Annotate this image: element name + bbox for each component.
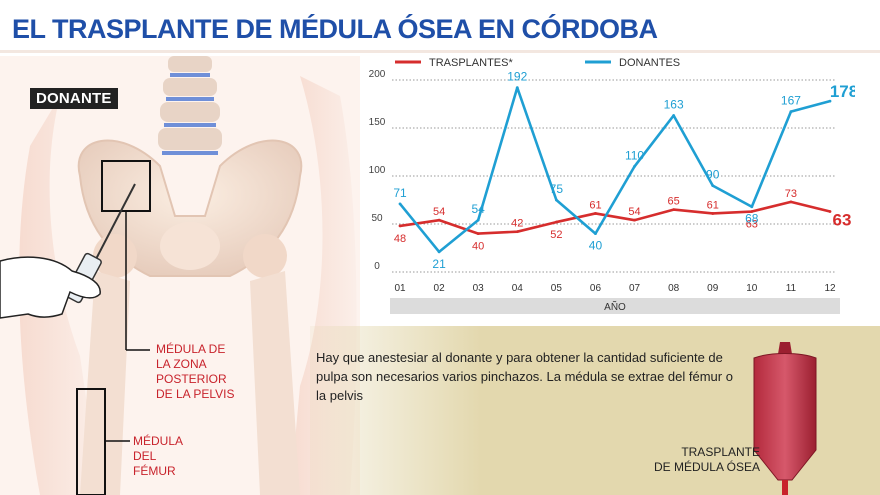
data-point bbox=[437, 250, 441, 254]
blood-bag-icon bbox=[753, 342, 817, 495]
x-tick-label: 06 bbox=[590, 283, 602, 294]
trasplantes-data-label: 52 bbox=[550, 229, 562, 241]
data-point bbox=[594, 212, 597, 215]
x-axis-title-band bbox=[390, 298, 840, 314]
trasplantes-data-label: 48 bbox=[394, 233, 406, 245]
page-title: EL TRASPLANTE DE MÉDULA ÓSEA EN CÓRDOBA bbox=[12, 14, 658, 44]
x-axis: 01 02 03 04 05 06 07 08 09 10 11 12 AÑO bbox=[390, 280, 840, 314]
femur-marrow-label: MÉDULA DEL FÉMUR bbox=[133, 434, 184, 478]
x-tick-label: 07 bbox=[629, 283, 641, 294]
data-point bbox=[828, 210, 832, 213]
data-point bbox=[633, 165, 636, 168]
data-point bbox=[515, 86, 519, 90]
trasplantes-data-label: 54 bbox=[433, 206, 445, 218]
data-labels: 48 54 40 42 52 61 54 65 61 63 73 63 71 21 54 192 75 40 110… bbox=[393, 70, 855, 271]
data-point bbox=[437, 218, 441, 222]
donantes-data-label: 90 bbox=[706, 168, 720, 182]
donantes-data-label: 71 bbox=[393, 186, 407, 200]
x-tick-label: 05 bbox=[551, 283, 563, 294]
x-tick-label: 10 bbox=[746, 283, 758, 294]
trasplantes-data-label: 54 bbox=[628, 206, 640, 218]
x-axis-title: AÑO bbox=[604, 300, 626, 313]
chart-legend: TRASPLANTES* DONANTES bbox=[395, 57, 680, 69]
trasplantes-data-label: 63 bbox=[833, 211, 852, 230]
y-tick-label: 0 bbox=[374, 261, 380, 272]
donantes-data-label: 68 bbox=[745, 212, 759, 226]
donantes-data-label: 110 bbox=[625, 148, 644, 162]
legend-label: DONANTES bbox=[619, 57, 680, 69]
femur-marker bbox=[76, 388, 106, 495]
data-point bbox=[594, 232, 597, 236]
caption-text: Hay que anestesiar al donante y para obt… bbox=[316, 350, 733, 403]
hand-icon bbox=[0, 256, 101, 319]
data-point bbox=[711, 212, 715, 215]
data-point bbox=[633, 218, 636, 222]
trasplantes-data-label: 63 bbox=[746, 219, 758, 231]
donantes-data-label: 54 bbox=[472, 202, 486, 216]
pelvis-illustration bbox=[0, 56, 360, 495]
data-point bbox=[398, 224, 402, 228]
donantes-data-label: 192 bbox=[507, 70, 527, 84]
trasplantes-data-label: 65 bbox=[668, 196, 680, 208]
x-tick-label: 11 bbox=[786, 283, 797, 294]
donantes-data-label: 75 bbox=[550, 182, 564, 196]
donantes-data-label: 167 bbox=[781, 94, 801, 108]
data-point bbox=[789, 110, 793, 114]
data-point bbox=[398, 202, 402, 206]
pelvis-marrow-label: MÉDULA DE LA ZONA POSTERIOR DE LA PELVIS bbox=[156, 342, 235, 401]
data-point bbox=[515, 230, 519, 234]
donantes-data-label: 40 bbox=[589, 239, 603, 253]
series-lines bbox=[398, 86, 832, 254]
y-tick-label: 200 bbox=[369, 69, 386, 80]
data-point bbox=[554, 198, 558, 202]
donantes-data-label: 21 bbox=[432, 257, 446, 271]
trasplantes-data-label: 61 bbox=[589, 199, 601, 211]
x-tick-label: 02 bbox=[434, 283, 446, 294]
x-tick-label: 08 bbox=[668, 283, 680, 294]
x-tick-label: 03 bbox=[473, 283, 485, 294]
trasplantes-data-label: 73 bbox=[785, 188, 797, 200]
header: EL TRASPLANTE DE MÉDULA ÓSEA EN CÓRDOBA bbox=[0, 0, 880, 56]
donantes-data-label: 163 bbox=[664, 98, 684, 112]
transplant-bag-label: TRASPLANTE DE MÉDULA ÓSEA bbox=[653, 445, 760, 474]
x-tick-label: 09 bbox=[707, 283, 719, 294]
data-point bbox=[554, 220, 558, 224]
data-point bbox=[750, 210, 754, 213]
chart-grid bbox=[392, 79, 835, 273]
x-tick-label: 04 bbox=[512, 283, 524, 294]
x-tick-label: 01 bbox=[394, 283, 406, 294]
donantes-data-label: 178 bbox=[830, 82, 855, 101]
trasplantes-data-label: 42 bbox=[511, 218, 523, 230]
donante-badge: DONANTE bbox=[30, 88, 118, 109]
series-line-trasplantes bbox=[399, 200, 831, 235]
data-point bbox=[711, 184, 715, 188]
y-tick-label: 150 bbox=[369, 117, 386, 128]
title-divider bbox=[0, 50, 880, 53]
data-point bbox=[828, 99, 832, 103]
spine-icon bbox=[158, 56, 222, 155]
y-tick-label: 50 bbox=[371, 213, 383, 224]
series-line-donantes bbox=[398, 86, 831, 254]
data-point bbox=[672, 208, 676, 212]
legend-label: TRASPLANTES* bbox=[429, 57, 513, 69]
data-point bbox=[476, 218, 480, 222]
y-tick-label: 100 bbox=[369, 165, 386, 176]
x-axis-tick-band bbox=[390, 280, 840, 294]
trasplantes-data-label: 40 bbox=[472, 241, 484, 253]
x-tick-label: 12 bbox=[824, 283, 836, 294]
data-point bbox=[476, 232, 480, 236]
trasplantes-data-label: 61 bbox=[707, 199, 719, 211]
data-point bbox=[789, 200, 793, 204]
y-axis-ticks: 0 50 100 150 200 bbox=[369, 69, 386, 272]
data-point bbox=[750, 205, 754, 209]
data-point bbox=[672, 114, 676, 117]
